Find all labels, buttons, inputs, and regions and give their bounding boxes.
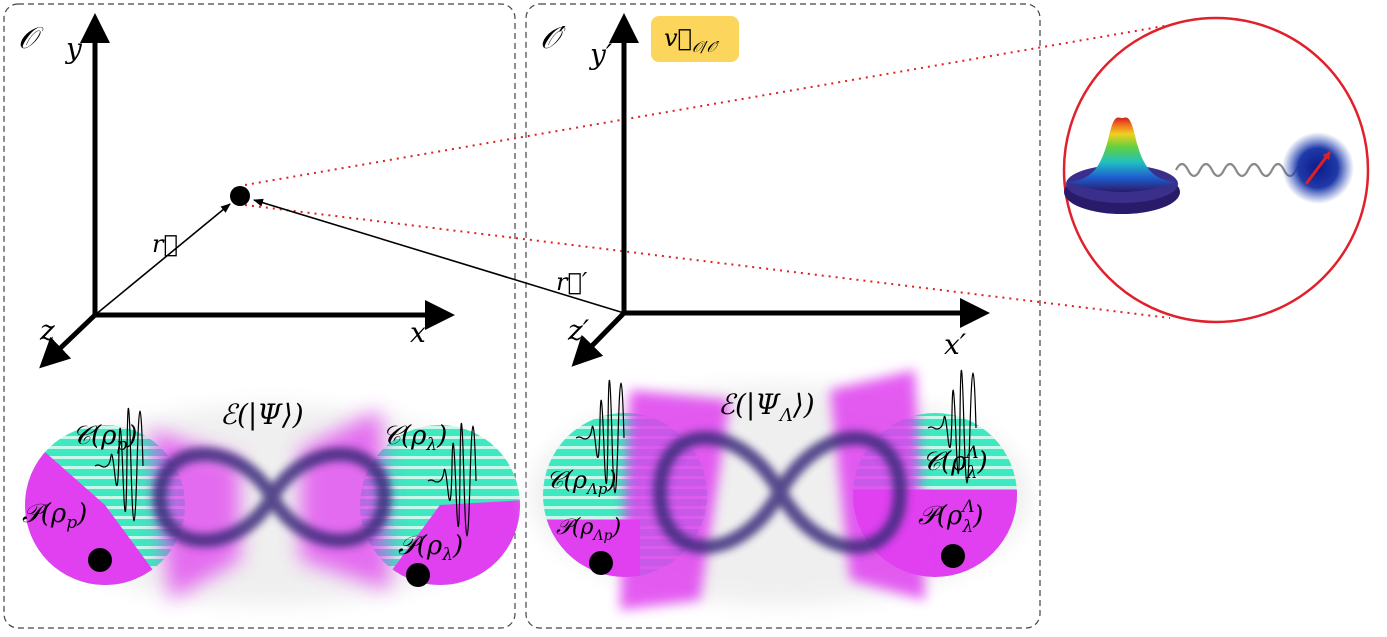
entanglement-diagram-right <box>530 369 1030 610</box>
spin-arrow <box>1304 151 1332 185</box>
axis-y-right: y′ <box>588 38 613 71</box>
polarization-lambda-right: 𝒫(ρΛ λ) <box>918 497 983 537</box>
entanglement-label-left: ℰ(|Ψ⟩) <box>220 398 304 431</box>
observer-left: 𝒪 <box>18 21 44 56</box>
zoom-lines <box>244 24 1171 319</box>
velocity-badge <box>651 16 739 62</box>
velocity-label: v⃗𝒪/𝒪′ <box>664 24 720 56</box>
zoom-circle <box>1062 16 1370 324</box>
coherence-lambda-left: 𝒞(ρλ) <box>382 421 447 455</box>
axis-x-left: x <box>410 316 426 349</box>
axis-x-right: x′ <box>944 328 967 361</box>
observer-right: 𝒪′ <box>540 21 566 56</box>
coherence-p-left: 𝒞(ρp) <box>72 421 137 455</box>
frame-right-box <box>525 3 1041 629</box>
vector-r-prime-label: r⃗′ <box>556 268 588 296</box>
axes-right <box>571 13 990 367</box>
frame-left-box <box>3 3 516 629</box>
vector-r-label: r⃗ <box>152 230 178 258</box>
polarization-p-left: 𝒫(ρp) <box>22 499 87 533</box>
axis-y-left: y <box>64 32 83 65</box>
vector-r-prime-arrow <box>253 198 625 314</box>
wavepacket-icon <box>1064 117 1180 214</box>
coherence-lp-right: 𝒞(ρΛp) <box>546 466 617 498</box>
polarization-lambda-left: 𝒫(ρλ) <box>398 531 463 565</box>
axis-z-left: z <box>39 314 55 347</box>
polarization-lp-right: 𝒫(ρΛp) <box>556 515 621 544</box>
coherence-lambda-right: 𝒞(ρΛ λ) <box>922 443 988 483</box>
particle-dot <box>230 186 250 206</box>
vector-r-arrow <box>94 203 231 316</box>
axes-left <box>39 13 455 369</box>
axis-z-right: z′ <box>567 314 590 347</box>
entanglement-label-right: ℰ(|ΨΛ⟩) <box>718 388 815 426</box>
